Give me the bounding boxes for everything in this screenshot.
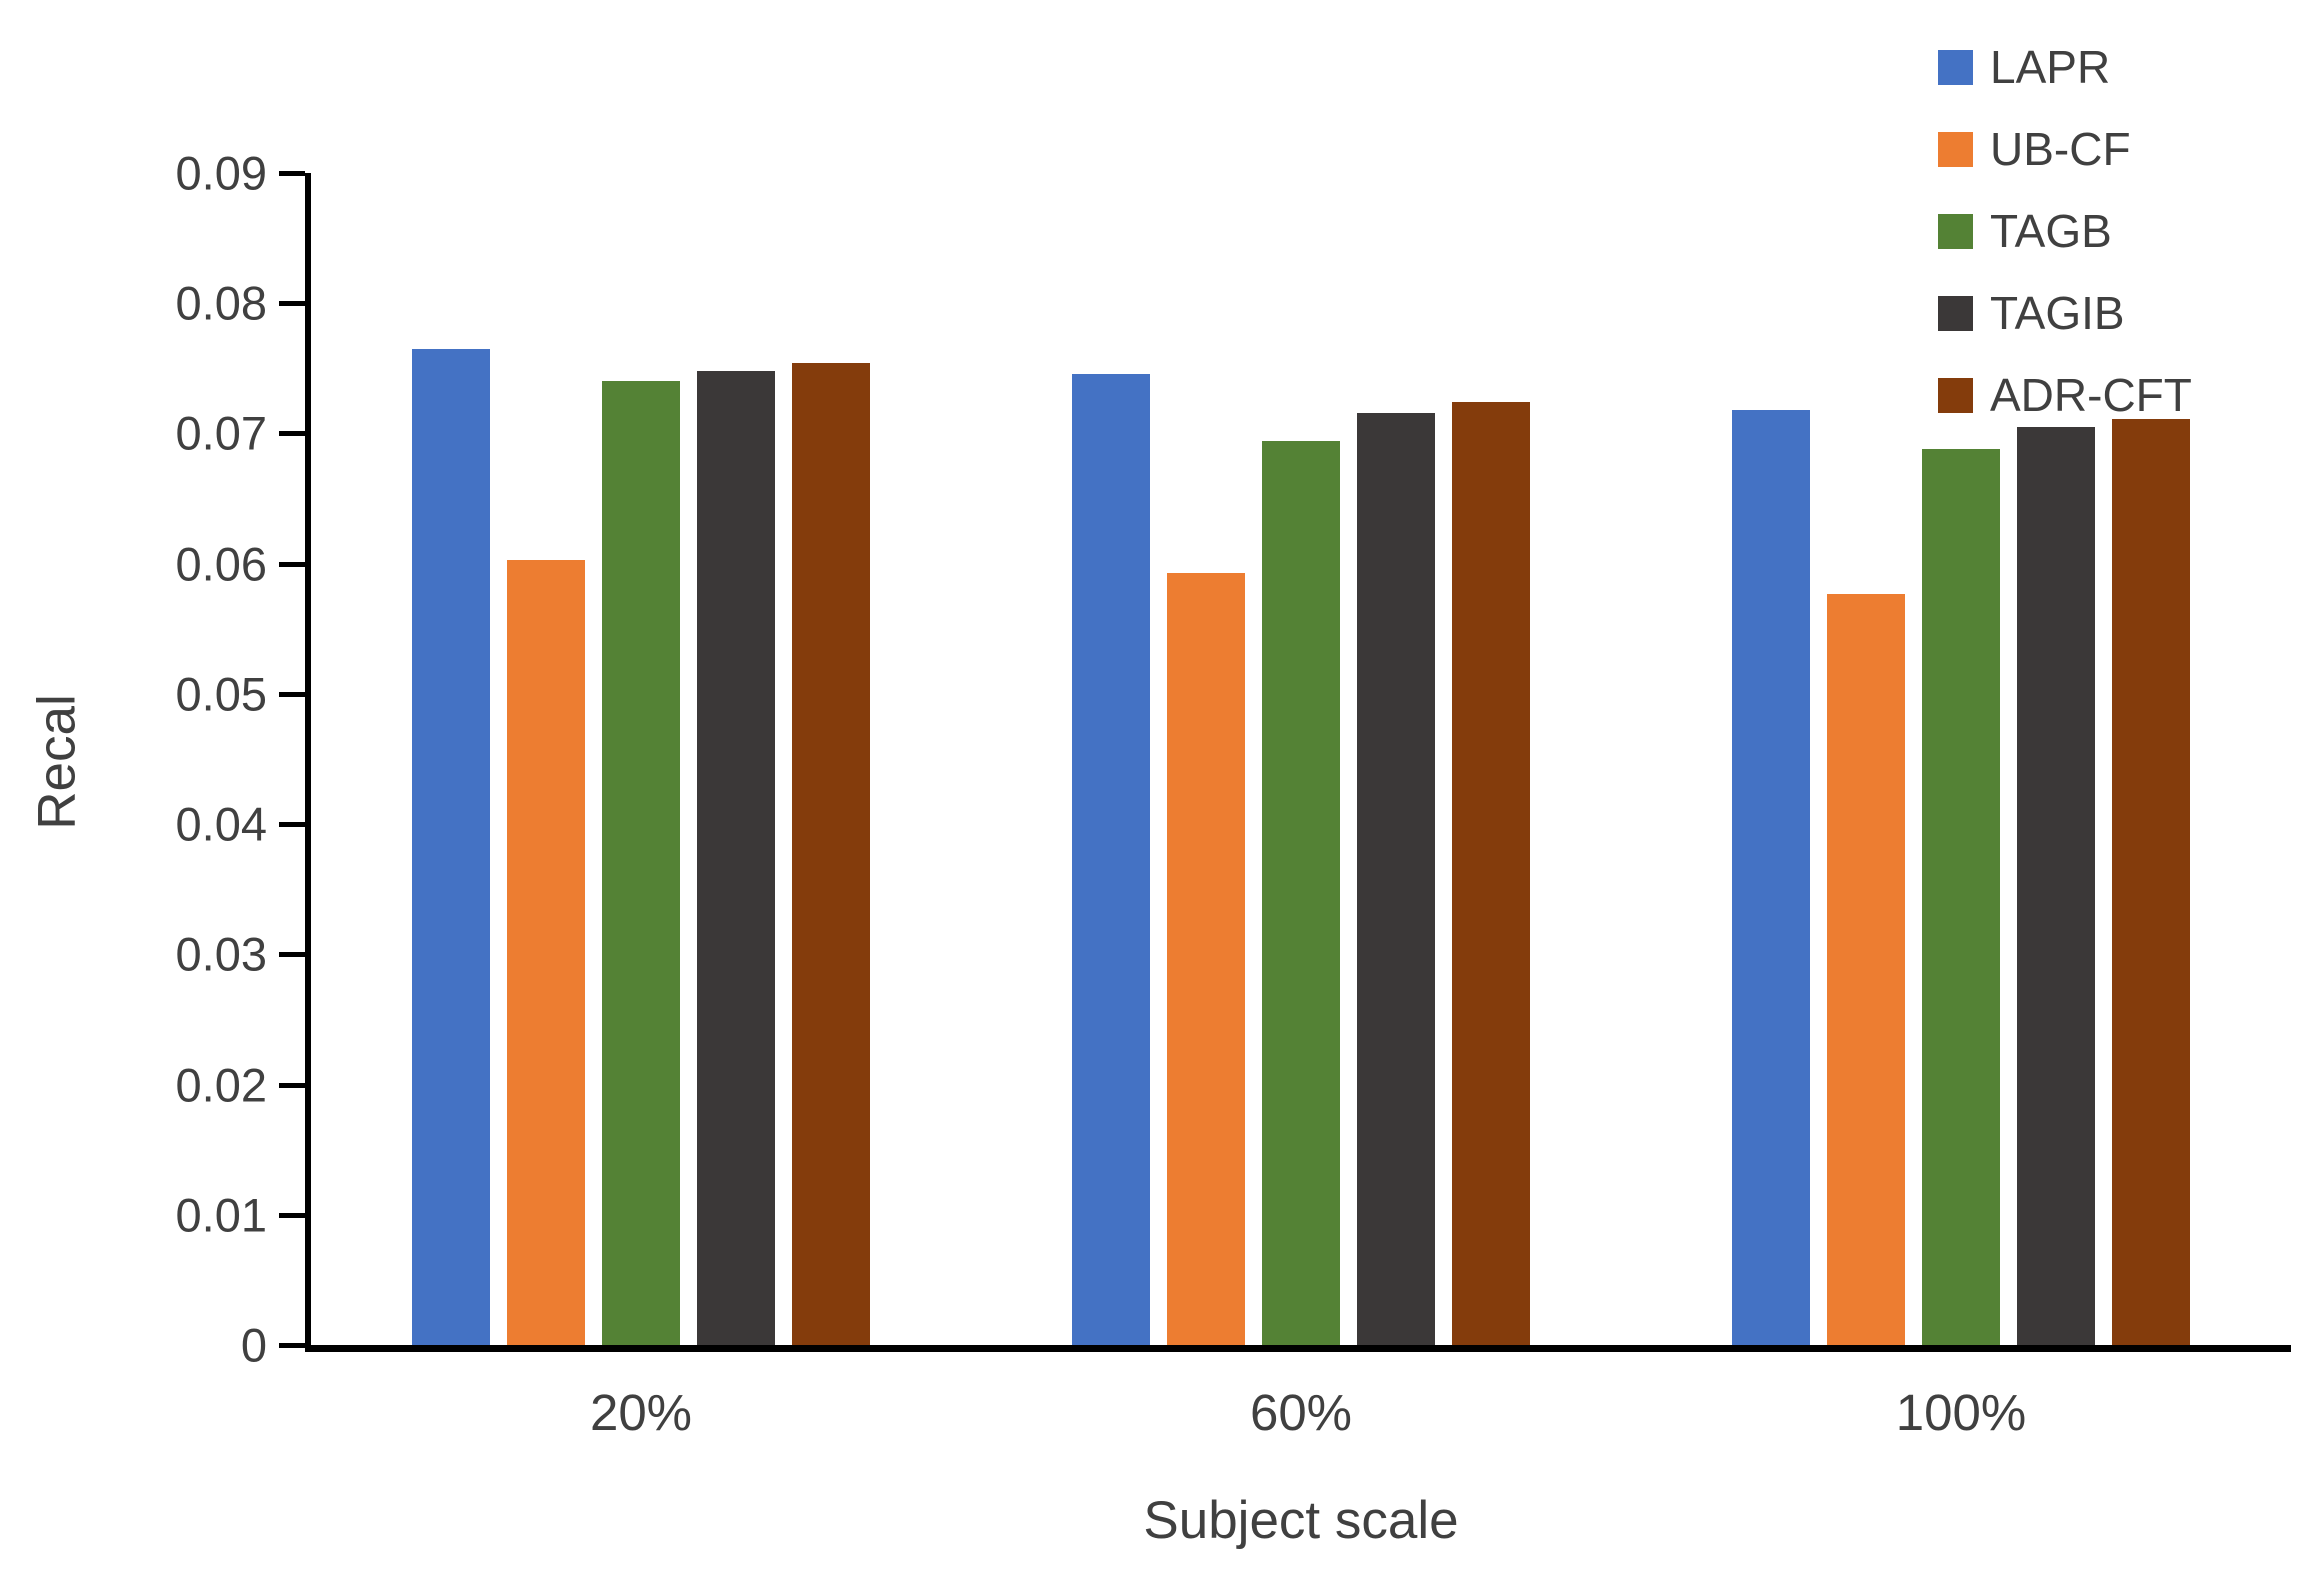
x-axis-tick-labels: 20% 60% 100% [311, 1383, 2291, 1442]
y-tick-mark [279, 171, 305, 176]
bar-UB-CF-100% [1827, 593, 1905, 1345]
legend-swatch-icon [1938, 131, 1973, 167]
legend-swatch-icon [1938, 213, 1973, 249]
bar-TAGIB-60% [1357, 412, 1435, 1345]
bar-ADR-CFT-100% [2112, 419, 2190, 1345]
legend-label: UB-CF [1990, 123, 2131, 175]
x-tick-label-100%: 100% [1895, 1384, 2027, 1441]
bar-LAPR-60% [1072, 373, 1150, 1345]
y-tick-mark [279, 431, 305, 437]
x-tick-label-60%: 60% [1249, 1384, 1353, 1441]
legend: LAPR UB-CF TAGB TAGIB ADR-CFT [1938, 26, 2192, 436]
x-tick-label-20%: 20% [589, 1384, 693, 1441]
y-tick-mark [279, 301, 305, 307]
y-tick-mark [279, 1212, 305, 1218]
y-tick-mark [279, 952, 305, 958]
legend-label: LAPR [1990, 41, 2111, 93]
bar-ADR-CFT-20% [792, 363, 870, 1345]
bar-UB-CF-20% [507, 559, 585, 1345]
y-tick-mark [279, 822, 305, 828]
bar-group-20% [311, 173, 971, 1345]
bar-TAGB-20% [602, 381, 680, 1345]
legend-swatch-icon [1938, 295, 1973, 331]
y-tick-mark [279, 561, 305, 567]
y-tick-mark [279, 1343, 305, 1348]
legend-item-LAPR: LAPR [1938, 26, 2192, 108]
bar-TAGIB-100% [2017, 426, 2095, 1345]
legend-swatch-icon [1938, 377, 1973, 413]
y-tick-label: 0.02 [175, 1058, 267, 1112]
legend-item-TAGB: TAGB [1938, 190, 2192, 272]
legend-label: ADR-CFT [1990, 369, 2192, 421]
bar-LAPR-20% [412, 348, 490, 1345]
bar-group-60% [971, 173, 1631, 1345]
bar-ADR-CFT-60% [1452, 402, 1530, 1345]
y-tick-label: 0.09 [175, 146, 267, 200]
y-tick-label: 0 [240, 1318, 267, 1372]
legend-item-UB-CF: UB-CF [1938, 108, 2192, 190]
bar-TAGB-60% [1262, 441, 1340, 1345]
y-tick-label: 0.05 [175, 667, 267, 721]
y-tick-label: 0.03 [175, 927, 267, 981]
bar-group-100% [1631, 173, 2291, 1345]
x-axis-title: Subject scale [1143, 1491, 1459, 1550]
y-tick-label: 0.04 [175, 797, 267, 851]
legend-swatch-icon [1938, 49, 1973, 85]
y-tick-mark [279, 691, 305, 697]
plot-area: 0 0.01 0.02 0.03 0.04 0.05 0.06 0.07 0.08 0.09 [176, 150, 2291, 1369]
y-tick-label: 0.07 [175, 406, 267, 460]
y-tick-label: 0.08 [175, 276, 267, 330]
bar-UB-CF-60% [1167, 572, 1245, 1345]
y-tick-mark [279, 1082, 305, 1088]
legend-item-ADR-CFT: ADR-CFT [1938, 354, 2192, 436]
bar-TAGB-100% [1922, 449, 2000, 1345]
legend-label: TAGIB [1990, 287, 2125, 339]
y-tick-label: 0.01 [175, 1188, 267, 1242]
legend-item-TAGIB: TAGIB [1938, 272, 2192, 354]
bar-TAGIB-20% [697, 370, 775, 1345]
bar-LAPR-100% [1732, 410, 1810, 1345]
y-tick-label: 0.06 [175, 537, 267, 591]
bar-groups [311, 173, 2291, 1345]
legend-label: TAGB [1990, 205, 2112, 257]
y-axis-title: Recal [27, 694, 87, 830]
